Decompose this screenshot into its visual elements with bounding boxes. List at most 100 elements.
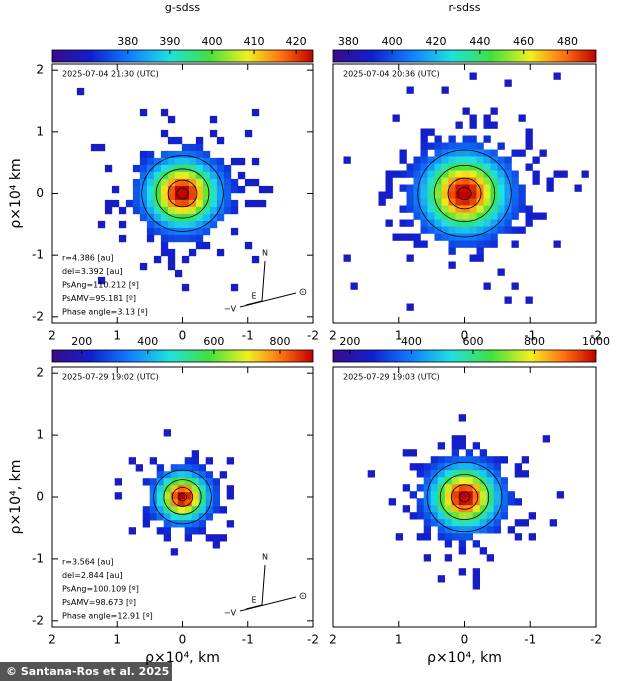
pixel <box>251 199 260 208</box>
pixel <box>90 143 99 152</box>
pixel <box>160 248 169 257</box>
pixel <box>406 303 414 311</box>
pixel <box>198 499 206 507</box>
pixel <box>504 177 512 185</box>
pixel <box>226 485 234 493</box>
pixel <box>191 513 199 521</box>
pixel <box>177 464 185 472</box>
pixel <box>462 142 470 150</box>
pixel <box>462 177 470 185</box>
pixel <box>490 121 498 129</box>
pixel <box>402 449 410 457</box>
pixel <box>423 533 431 541</box>
pixel <box>525 128 533 136</box>
pixel <box>504 198 512 206</box>
pixel <box>479 547 487 555</box>
pixel <box>198 464 206 472</box>
pixel <box>413 233 421 241</box>
x-tick-label: 0 <box>461 633 469 647</box>
pixel <box>462 163 470 171</box>
pixel <box>191 485 199 493</box>
pixel <box>167 136 176 145</box>
pixel <box>420 205 428 213</box>
pixel <box>392 170 400 178</box>
pixel <box>458 456 466 464</box>
pixel <box>486 491 494 499</box>
y-tick-label: 0 <box>36 490 44 504</box>
pixel <box>216 164 225 173</box>
pixel <box>483 212 491 220</box>
pixel <box>504 184 512 192</box>
pixel <box>170 492 178 500</box>
pixel <box>511 282 519 290</box>
pixel <box>476 156 484 164</box>
pixel <box>451 449 459 457</box>
pixel <box>500 505 508 513</box>
pixel <box>434 177 442 185</box>
pixel <box>441 86 449 94</box>
y-tick-label: 2 <box>36 63 44 77</box>
pixel <box>416 463 424 471</box>
pixel <box>532 156 540 164</box>
pixel <box>170 471 178 479</box>
pixel <box>525 163 533 171</box>
contour <box>155 168 210 219</box>
pixel <box>483 170 491 178</box>
pixel <box>518 226 526 234</box>
pixel <box>441 226 449 234</box>
pixel <box>195 234 204 243</box>
pixel <box>416 484 424 492</box>
pixel <box>458 442 466 450</box>
pixel <box>132 192 141 201</box>
pixel <box>343 254 351 262</box>
pixel <box>444 498 452 506</box>
pixel <box>205 471 213 479</box>
pixel <box>486 505 494 513</box>
contour <box>178 492 187 502</box>
pixel <box>420 191 428 199</box>
pixel <box>156 492 164 500</box>
pixel <box>511 198 519 206</box>
pixel <box>174 171 183 180</box>
pixel <box>479 484 487 492</box>
pixel <box>493 491 501 499</box>
compass-label: N <box>262 249 268 258</box>
y-tick-label: -1 <box>32 551 44 565</box>
pixel <box>441 177 449 185</box>
pixel <box>448 156 456 164</box>
pixel <box>483 191 491 199</box>
pixel <box>532 212 540 220</box>
pixel <box>483 114 491 122</box>
pixel <box>420 142 428 150</box>
pixel <box>532 170 540 178</box>
pixel <box>479 449 487 457</box>
pixel <box>441 205 449 213</box>
pixel <box>406 219 414 227</box>
pixel <box>195 164 204 173</box>
pixel <box>188 157 197 166</box>
pixel <box>153 192 162 201</box>
x-tick-label: -2 <box>307 329 319 343</box>
pixel <box>458 512 466 520</box>
pixel <box>434 191 442 199</box>
pixel <box>212 499 220 507</box>
pixel <box>188 185 197 194</box>
pixel <box>423 484 431 492</box>
note: PsAng=110.212 [º] <box>62 281 139 290</box>
pixel <box>184 499 192 507</box>
pixel <box>181 171 190 180</box>
pixel <box>507 498 515 506</box>
pixel <box>149 457 157 465</box>
pixel <box>209 199 218 208</box>
x-tick-label: -1 <box>242 633 254 647</box>
pixel <box>483 184 491 192</box>
pixel <box>483 282 491 290</box>
pixel <box>514 463 522 471</box>
pixel <box>476 219 484 227</box>
pixel <box>160 192 169 201</box>
pixel <box>413 198 421 206</box>
pixel <box>437 484 445 492</box>
pixel <box>444 519 452 527</box>
pixel <box>434 219 442 227</box>
